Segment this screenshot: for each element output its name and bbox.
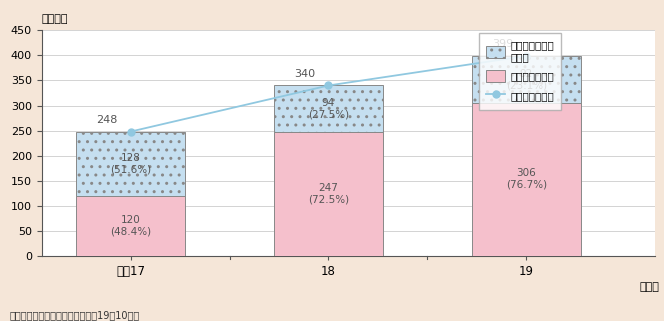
Bar <box>76 196 185 256</box>
Legend: 定年による離職
予定者, 継続雇用予定者, 定年到達予定者: 定年による離職 予定者, 継続雇用予定者, 定年到達予定者 <box>479 33 562 109</box>
Text: 資料：厚生労働省発表資料（平成19年10月）: 資料：厚生労働省発表資料（平成19年10月） <box>10 310 140 320</box>
Bar <box>274 85 383 132</box>
Text: 94
(27.5%): 94 (27.5%) <box>308 98 349 119</box>
Text: 128
(51.6%): 128 (51.6%) <box>110 153 151 174</box>
Bar <box>274 132 383 256</box>
Text: 248: 248 <box>96 115 118 125</box>
Text: 120
(48.4%): 120 (48.4%) <box>110 215 151 237</box>
Text: （年）: （年） <box>639 282 659 292</box>
Text: 340: 340 <box>294 69 315 79</box>
Text: 399: 399 <box>492 39 513 49</box>
Bar <box>76 132 185 196</box>
Bar <box>472 56 581 102</box>
Text: 306
(76.7%): 306 (76.7%) <box>506 168 547 190</box>
Text: 247
(72.5%): 247 (72.5%) <box>308 183 349 205</box>
Text: （千人）: （千人） <box>42 14 68 24</box>
Text: 92
(23.1%): 92 (23.1%) <box>506 69 547 90</box>
Bar <box>472 102 581 256</box>
